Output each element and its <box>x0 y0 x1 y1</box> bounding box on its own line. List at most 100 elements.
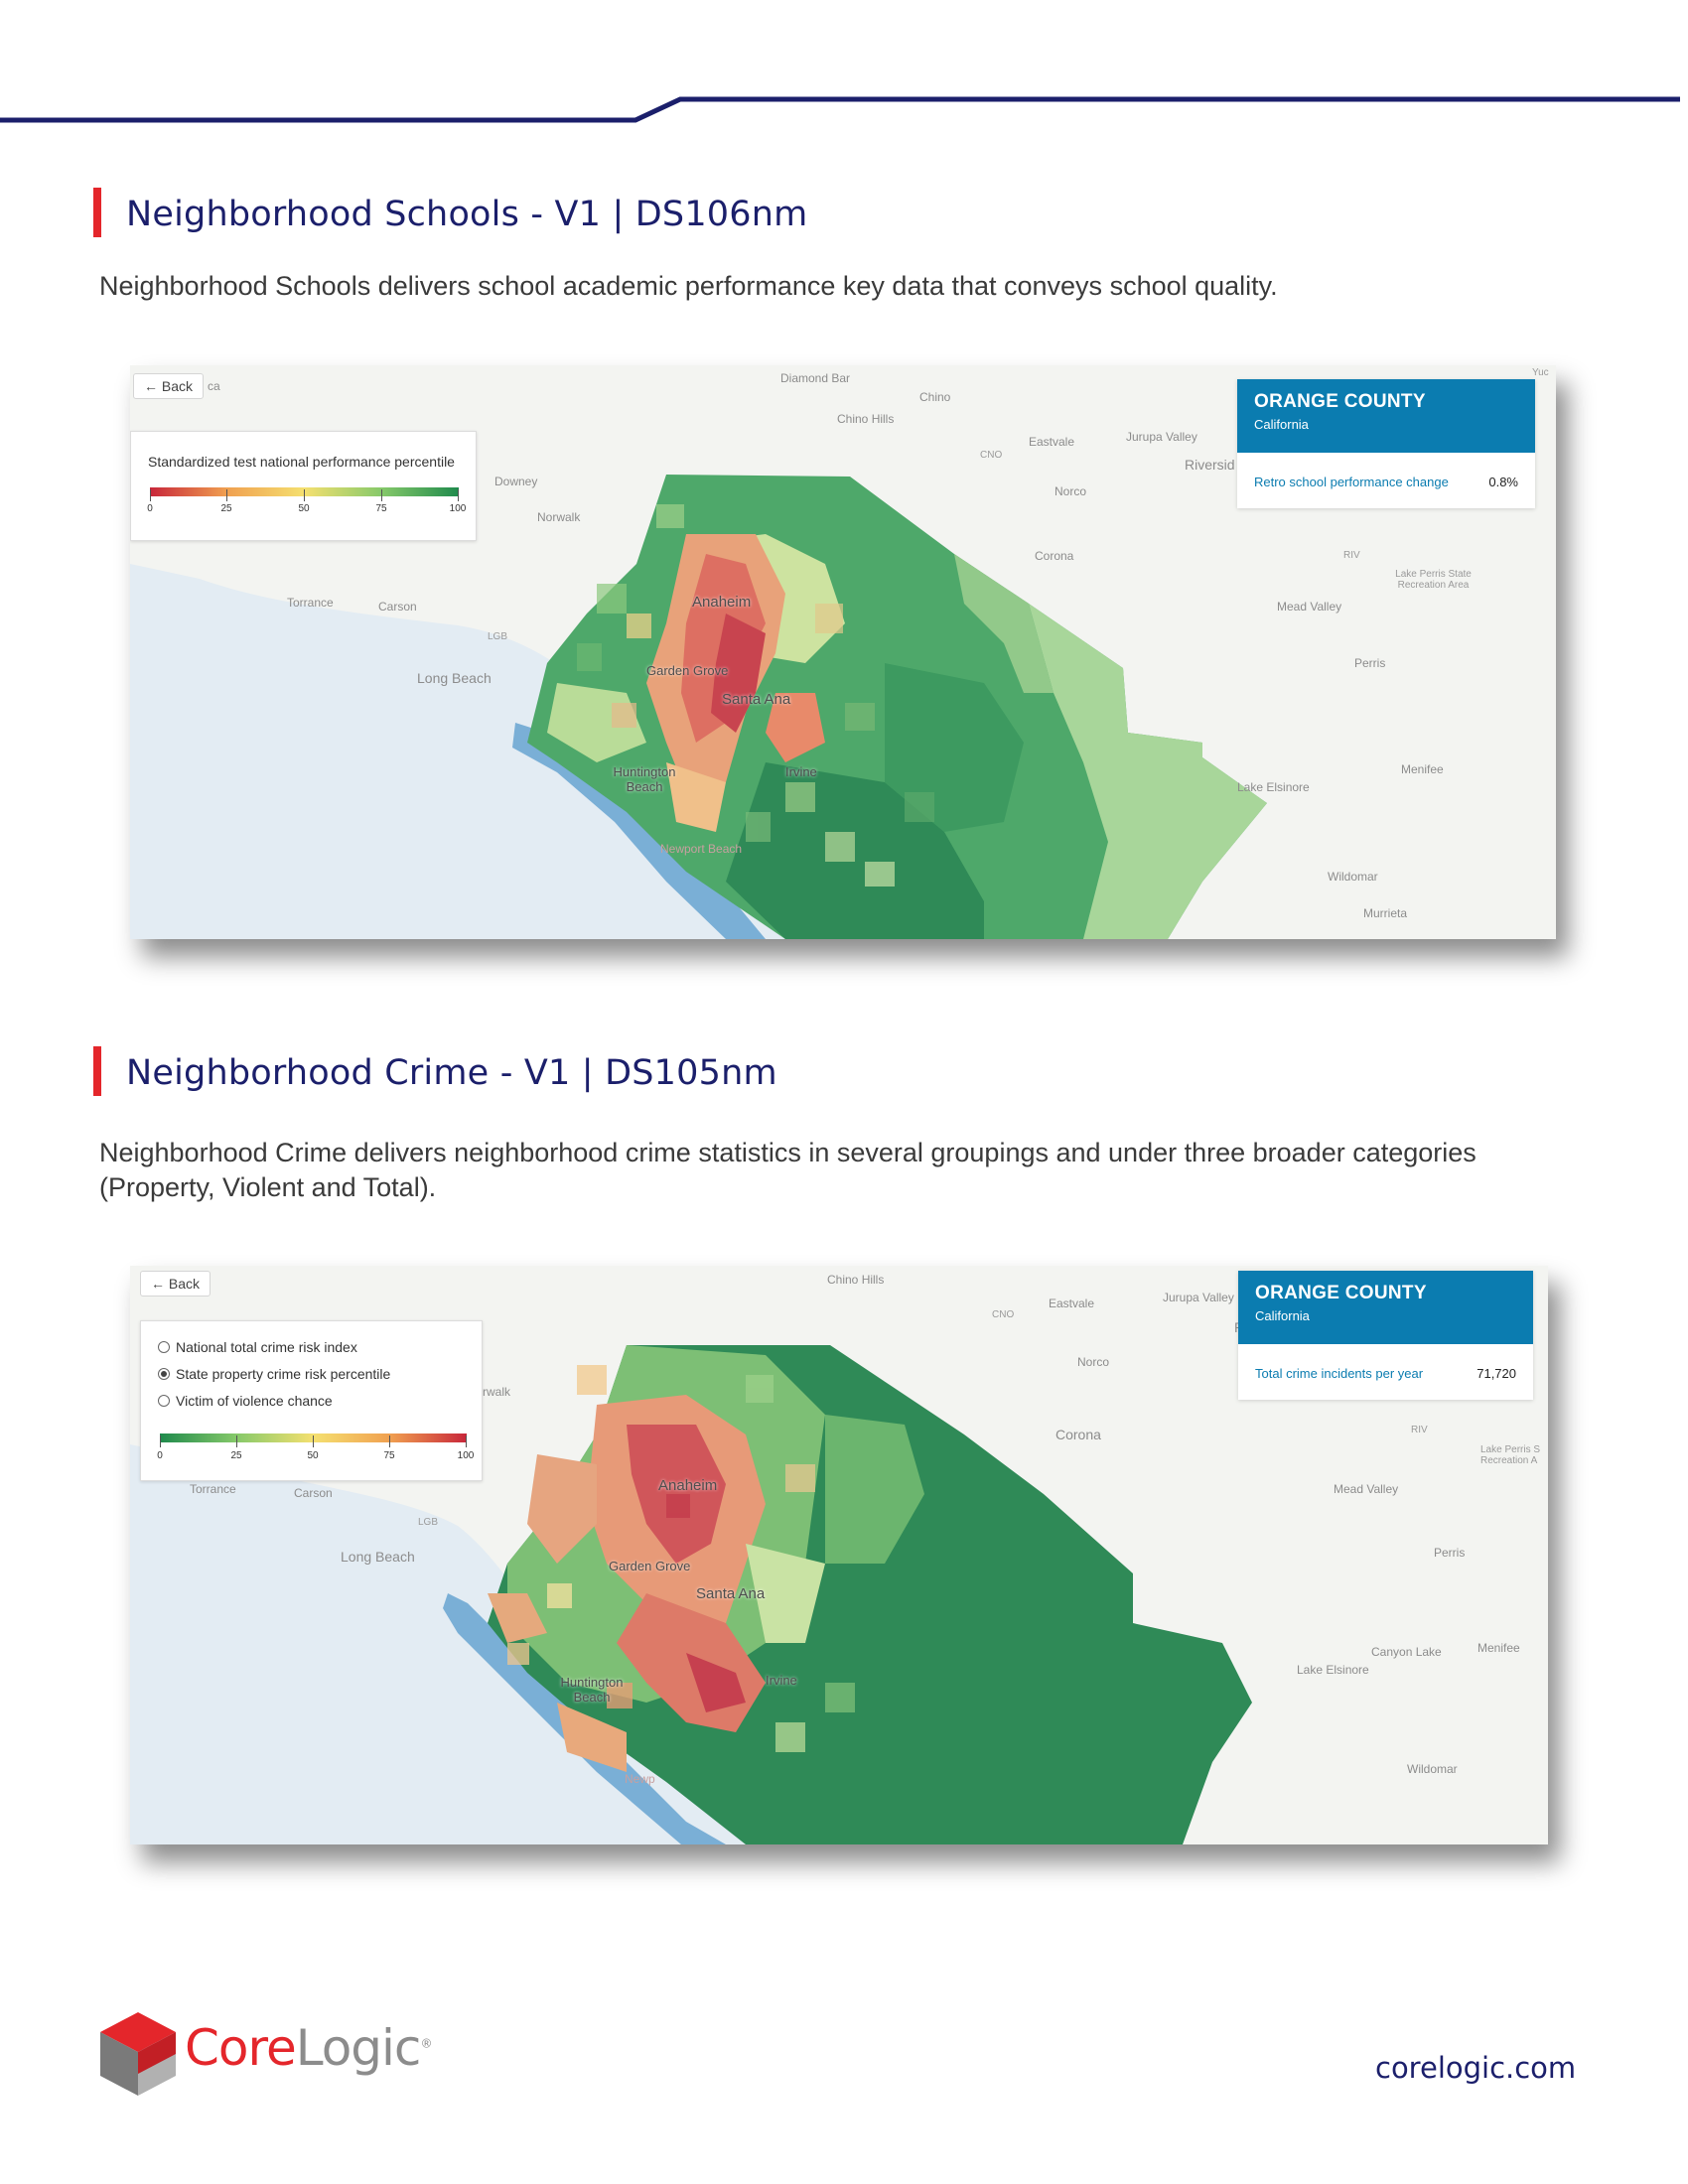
crime-map-screenshot: ← Back Chino Hills Eastvale CNO Jurupa V… <box>130 1266 1548 1844</box>
arrow-left-icon: ← <box>151 1276 165 1292</box>
place-label: Wildomar <box>1328 870 1378 884</box>
legend-tick: 25 <box>220 503 232 514</box>
place-label: Newp <box>625 1772 655 1786</box>
legend-tick: 25 <box>230 1450 242 1461</box>
radio-selected-icon <box>158 1368 170 1380</box>
place-label: Norco <box>1055 484 1087 498</box>
place-label: Norco <box>1077 1355 1110 1369</box>
back-button[interactable]: ← Back <box>140 1271 211 1297</box>
corelogic-cube-icon <box>100 2012 176 2096</box>
back-label: Back <box>161 378 194 394</box>
place-label-santa-ana: Santa Ana <box>722 691 791 708</box>
metric-label: Retro school performance change <box>1254 475 1449 489</box>
metric-row: Retro school performance change 0.8% <box>1237 453 1535 508</box>
crime-legend: National total crime risk index State pr… <box>140 1320 483 1481</box>
county-state: California <box>1254 417 1309 432</box>
legend-option-state-property[interactable]: State property crime risk percentile <box>158 1366 390 1382</box>
legend-tick: 0 <box>157 1450 163 1461</box>
back-label: Back <box>168 1276 201 1292</box>
place-label: Lake Elsinore <box>1297 1663 1369 1677</box>
place-label-santa-ana: Santa Ana <box>696 1585 766 1602</box>
logo-logic: Logic <box>295 2019 422 2077</box>
county-header: ORANGE COUNTY California <box>1238 1271 1533 1344</box>
crime-map <box>130 1345 1252 1844</box>
legend-option-national-total[interactable]: National total crime risk index <box>158 1339 357 1355</box>
logo-wordmark: CoreLogic® <box>185 2019 432 2077</box>
schools-legend: Standardized test national performance p… <box>130 431 477 541</box>
place-label: Diamond Bar <box>780 371 851 385</box>
place-label: Lake Elsinore <box>1237 780 1310 794</box>
radio-icon <box>158 1395 170 1407</box>
place-label: Eastvale <box>1029 435 1075 449</box>
county-state: California <box>1255 1308 1310 1323</box>
place-label: Long Beach <box>341 1549 415 1565</box>
logo-core: Core <box>185 2019 297 2077</box>
legend-option-victim-violence[interactable]: Victim of violence chance <box>158 1393 333 1409</box>
place-label-garden-grove: Garden Grove <box>609 1559 691 1573</box>
section-description-crime: Neighborhood Crime delivers neighborhood… <box>99 1138 1477 1202</box>
place-label: Perris <box>1434 1546 1466 1560</box>
place-label: Downey <box>494 475 538 488</box>
place-label: Jurupa Valley <box>1126 430 1197 444</box>
radio-icon <box>158 1341 170 1353</box>
place-label: LGB <box>488 631 508 642</box>
schools-map-screenshot: ← Back ca Diamond Bar Chino Chino Hills … <box>130 365 1556 939</box>
place-label: Wildomar <box>1407 1762 1458 1776</box>
section-accent-bar <box>93 188 101 237</box>
county-info-card: ORANGE COUNTY California Total crime inc… <box>1238 1271 1533 1400</box>
place-label-anaheim: Anaheim <box>692 594 752 611</box>
place-label-irvine: Irvine <box>766 1673 797 1688</box>
place-label: Newport Beach <box>660 842 743 856</box>
place-label: Chino Hills <box>827 1273 885 1287</box>
place-label: RIV <box>1343 550 1360 561</box>
legend-tick: 75 <box>383 1450 395 1461</box>
legend-tick: 100 <box>449 503 467 514</box>
legend-tick: 50 <box>307 1450 319 1461</box>
legend-tick: 50 <box>298 503 310 514</box>
website-link[interactable]: corelogic.com <box>1375 2051 1577 2085</box>
place-label: Murrieta <box>1363 906 1408 920</box>
place-label: Norwalk <box>537 510 581 524</box>
place-label: Long Beach <box>417 670 492 686</box>
metric-value: 71,720 <box>1477 1366 1516 1381</box>
place-label-huntington: Huntington Beach <box>560 1675 624 1705</box>
legend-tick: 100 <box>457 1450 475 1461</box>
county-name: ORANGE COUNTY <box>1255 1283 1427 1303</box>
logo-registered: ® <box>420 2036 432 2051</box>
metric-value: 0.8% <box>1488 475 1518 489</box>
header-rule <box>0 96 1680 123</box>
legend-title: Standardized test national performance p… <box>148 454 455 470</box>
legend-tick: 0 <box>147 503 153 514</box>
place-label: Jurupa Valley <box>1163 1291 1234 1304</box>
legend-tick: 75 <box>375 503 387 514</box>
place-label: CNO <box>980 450 1003 461</box>
place-label: ca <box>208 379 220 393</box>
place-label: Corona <box>1035 549 1074 563</box>
county-info-card: ORANGE COUNTY California Retro school pe… <box>1237 379 1535 508</box>
schools-map <box>130 475 1267 939</box>
place-label: Torrance <box>287 596 334 610</box>
place-label: RIV <box>1411 1425 1428 1435</box>
place-label-anaheim: Anaheim <box>658 1477 718 1494</box>
place-label: Menifee <box>1401 762 1444 776</box>
place-label: Mead Valley <box>1277 600 1342 614</box>
place-label-garden-grove: Garden Grove <box>646 663 729 678</box>
place-label: Eastvale <box>1049 1297 1095 1310</box>
place-label: Perris <box>1354 656 1386 670</box>
section-title-schools: Neighborhood Schools - V1 | DS106nm <box>126 195 808 234</box>
place-label: Canyon Lake <box>1371 1645 1442 1659</box>
place-label: LGB <box>418 1517 439 1528</box>
metric-label: Total crime incidents per year <box>1255 1366 1424 1381</box>
place-label: Menifee <box>1477 1641 1520 1655</box>
place-label-irvine: Irvine <box>785 764 817 779</box>
arrow-left-icon: ← <box>144 378 158 394</box>
place-label: Carson <box>294 1486 333 1500</box>
back-button[interactable]: ← Back <box>133 373 205 399</box>
section-title-crime: Neighborhood Crime - V1 | DS105nm <box>126 1053 777 1093</box>
place-label: Yuc <box>1532 367 1549 378</box>
county-header: ORANGE COUNTY California <box>1237 379 1535 453</box>
place-label: Lake Perris State Recreation Area <box>1395 569 1472 591</box>
place-label: Carson <box>378 600 417 614</box>
place-label-huntington: Huntington Beach <box>613 764 676 794</box>
place-label: Lake Perris S Recreation A <box>1480 1444 1541 1466</box>
